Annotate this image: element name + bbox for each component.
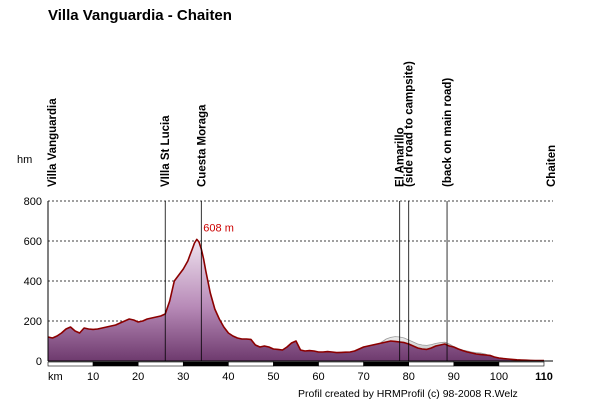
distance-scale-segment — [273, 361, 319, 367]
place-marker-label: (side road to campsite) — [404, 61, 416, 187]
x-tick-label: 70 — [358, 371, 370, 383]
distance-scale-segment — [363, 361, 410, 367]
y-tick-label: 800 — [24, 196, 42, 208]
x-tick-label: 110 — [535, 371, 553, 383]
x-tick-label: 20 — [132, 371, 144, 383]
chart-title: Villa Vanguardia - Chaiten — [48, 7, 232, 24]
elevation-area — [48, 239, 544, 361]
distance-scale-segment — [408, 361, 455, 367]
distance-scale-segment — [182, 361, 229, 367]
place-marker-label: Chaiten — [546, 145, 558, 187]
x-tick-label: 100 — [490, 371, 508, 383]
x-tick-label: 30 — [177, 371, 189, 383]
place-marker-label: Villa Vanguardia — [47, 98, 59, 187]
x-axis-unit-label: km — [48, 371, 63, 383]
x-tick-label: 90 — [448, 371, 460, 383]
y-axis-unit-label: hm — [17, 154, 32, 166]
profile-credit: Profil created by HRMProfil (c) 98-2008 … — [298, 388, 518, 400]
distance-scale-segment — [228, 361, 274, 367]
y-axis-ticks: 0 200 400 600 800 — [24, 196, 42, 368]
x-tick-label: 60 — [312, 371, 324, 383]
distance-scale-segment — [137, 361, 184, 367]
x-axis — [47, 201, 553, 367]
distance-scale-segment — [92, 361, 139, 367]
x-tick-label: 80 — [403, 371, 415, 383]
x-axis-ticks: 10 20 30 40 50 60 70 80 90 100 110 — [87, 371, 553, 383]
place-marker-label: El Amarillo — [395, 127, 407, 187]
y-tick-label: 600 — [24, 236, 42, 248]
y-tick-label: 200 — [24, 316, 42, 328]
y-tick-label: 0 — [36, 356, 42, 368]
x-tick-label: 10 — [87, 371, 99, 383]
peak-elevation-label: 608 m — [203, 222, 234, 234]
grid-lines — [48, 200, 553, 322]
x-tick-label: 40 — [222, 371, 234, 383]
elevation-line — [47, 238, 544, 362]
distance-scale-segment — [453, 361, 500, 367]
y-tick-label: 400 — [24, 276, 42, 288]
distance-scale-segment — [318, 361, 364, 367]
place-marker-label: VIlla St Lucia — [160, 115, 172, 187]
x-tick-label: 50 — [267, 371, 279, 383]
distance-scale-segment — [47, 361, 94, 367]
place-marker-label: (back on main road) — [442, 78, 454, 187]
place-markers: Villa Vanguardia VIlla St Lucia Cuesta Mor… — [47, 61, 558, 361]
place-marker-label: Cuesta Moraga — [196, 104, 208, 187]
distance-scale-segment — [498, 361, 545, 367]
elevation-area-layer — [47, 238, 544, 362]
